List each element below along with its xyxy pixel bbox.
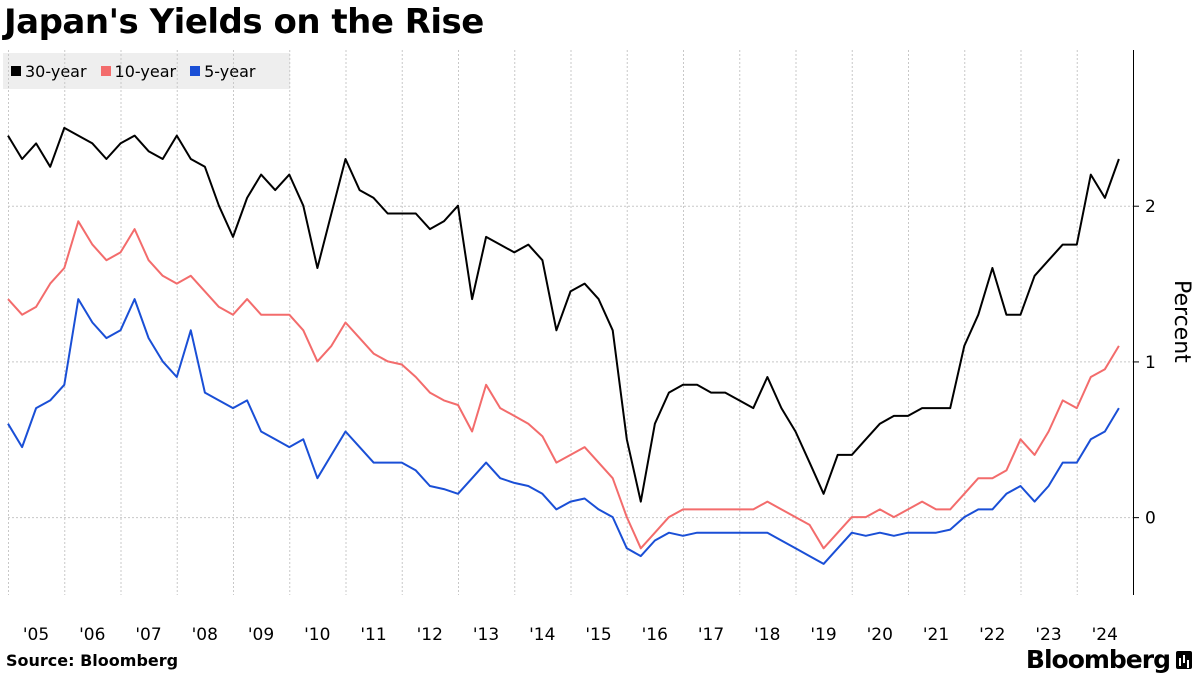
- legend-label-30-year: 30-year: [25, 61, 87, 81]
- bloomberg-logo: Bloomberg: [1026, 645, 1192, 674]
- x-tick-label: '11: [360, 625, 386, 645]
- legend-swatch-30-year: [11, 66, 21, 76]
- y-tick-label: 2: [1145, 197, 1156, 217]
- x-tick-label: '20: [867, 625, 893, 645]
- x-tick-label: '06: [79, 625, 105, 645]
- legend-swatch-10-year: [100, 66, 111, 76]
- x-tick-label: '18: [754, 625, 780, 645]
- legend-item-10-year: 10-year: [100, 61, 177, 81]
- legend-label-10-year: 10-year: [114, 61, 177, 81]
- x-tick-label: '23: [1035, 625, 1061, 645]
- y-axis-label: Percent: [1169, 280, 1194, 363]
- x-tick-label: '24: [1092, 625, 1118, 645]
- series-line-30-year: [7, 126, 1120, 503]
- x-tick-label: '12: [417, 625, 443, 645]
- x-tick-label: '21: [923, 625, 949, 645]
- legend: 30-year 10-year 5-year: [3, 53, 290, 89]
- y-tick-label: 1: [1145, 353, 1156, 373]
- source-note: Source: Bloomberg: [6, 651, 179, 670]
- legend-item-30-year: 30-year: [11, 62, 87, 81]
- x-tick-label: '14: [529, 625, 555, 645]
- y-tick-label: 0: [1145, 509, 1156, 529]
- legend-item-5-year: 5-year: [190, 62, 255, 81]
- x-tick-label: '17: [698, 625, 724, 645]
- x-tick-label: '19: [810, 625, 836, 645]
- x-tick-label: '13: [473, 625, 499, 645]
- x-tick-label: '07: [135, 625, 161, 645]
- legend-swatch-5-year: [190, 66, 201, 76]
- series-line-5-year: [7, 298, 1120, 565]
- bloomberg-chart-icon: [1176, 650, 1192, 669]
- x-tick-label: '05: [23, 625, 49, 645]
- series-line-10-year: [7, 220, 1120, 550]
- brand-name: Bloomberg: [1025, 645, 1171, 674]
- legend-label-5-year: 5-year: [204, 61, 256, 81]
- x-tick-label: '10: [304, 625, 330, 645]
- x-tick-label: '09: [248, 625, 274, 645]
- x-tick-label: '22: [979, 625, 1005, 645]
- chart-title: Japan's Yields on the Rise: [4, 2, 484, 42]
- x-tick-label: '08: [192, 625, 218, 645]
- x-tick-label: '15: [585, 625, 611, 645]
- x-tick-label: '16: [642, 625, 668, 645]
